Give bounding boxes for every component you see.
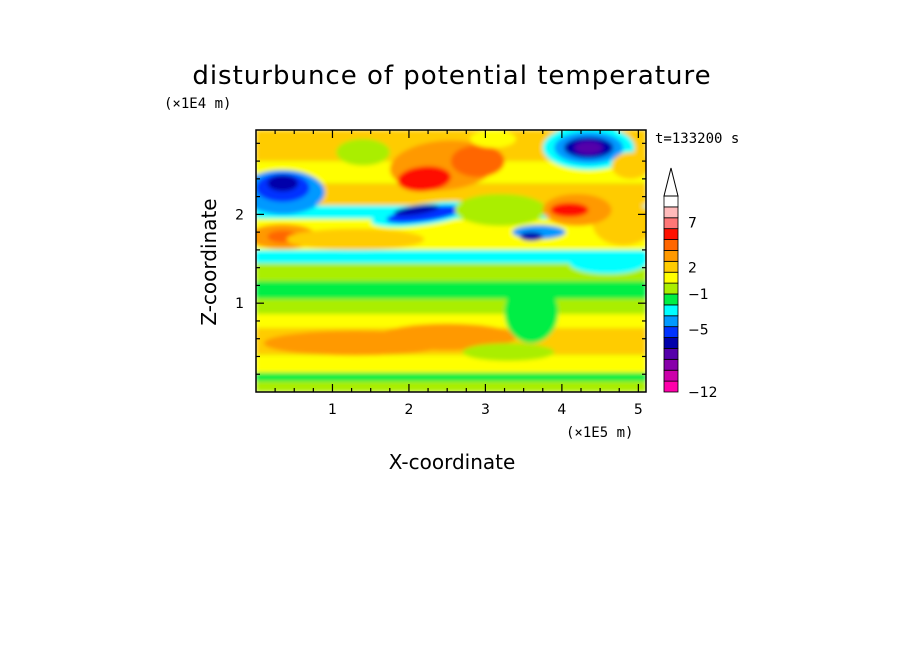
chart-title: disturbunce of potential temperature xyxy=(192,61,711,91)
x-tick-label: 1 xyxy=(328,402,337,418)
x-tick-label: 3 xyxy=(481,402,490,418)
colorbar-label: −12 xyxy=(688,385,718,401)
heatmap-field xyxy=(256,130,646,392)
colorbar-swatch xyxy=(663,326,679,338)
colorbar-swatch xyxy=(663,260,679,273)
y-tick-label: 2 xyxy=(235,207,244,223)
y-unit-label: (×1E4 m) xyxy=(164,96,231,112)
colorbar-swatch xyxy=(663,271,679,284)
x-tick-label: 4 xyxy=(557,402,566,418)
colorbar-label: −5 xyxy=(688,323,709,339)
x-axis-label: X-coordinate xyxy=(389,450,516,474)
colorbar-swatch xyxy=(663,282,679,295)
colorbar-swatch xyxy=(663,228,679,240)
colorbar-swatch xyxy=(663,206,679,219)
colorbar-swatch xyxy=(663,337,679,349)
colorbar-swatch xyxy=(663,369,679,382)
x-unit-label: (×1E5 m) xyxy=(566,425,633,441)
x-tick-label: 2 xyxy=(404,402,413,418)
colorbar-swatch xyxy=(663,195,679,208)
colorbar-label: 7 xyxy=(688,216,697,232)
colorbar-label: 2 xyxy=(688,260,697,276)
colorbar-swatch xyxy=(663,348,679,360)
colorbar-swatch xyxy=(663,358,679,371)
x-tick-label: 5 xyxy=(634,402,643,418)
colorbar-swatch xyxy=(663,380,679,393)
y-tick-label: 1 xyxy=(235,296,244,312)
y-axis-label: Z-coordinate xyxy=(197,198,221,325)
time-label: t=133200 s xyxy=(655,131,739,147)
colorbar-swatch xyxy=(663,250,679,262)
colorbar-extend-arrow xyxy=(663,167,679,197)
colorbar-swatch xyxy=(663,315,679,328)
colorbar-swatch xyxy=(663,217,679,230)
colorbar-swatch xyxy=(663,239,679,251)
axis-ticks: 1 2 3 4 5 1 2 xyxy=(235,130,646,418)
plot-frame xyxy=(255,129,647,393)
colorbar-swatch xyxy=(663,293,679,306)
colorbar-label: −1 xyxy=(688,287,709,303)
colorbar-swatch xyxy=(663,304,679,317)
colorbar: 7 2 −1 −5 −12 xyxy=(663,167,718,401)
